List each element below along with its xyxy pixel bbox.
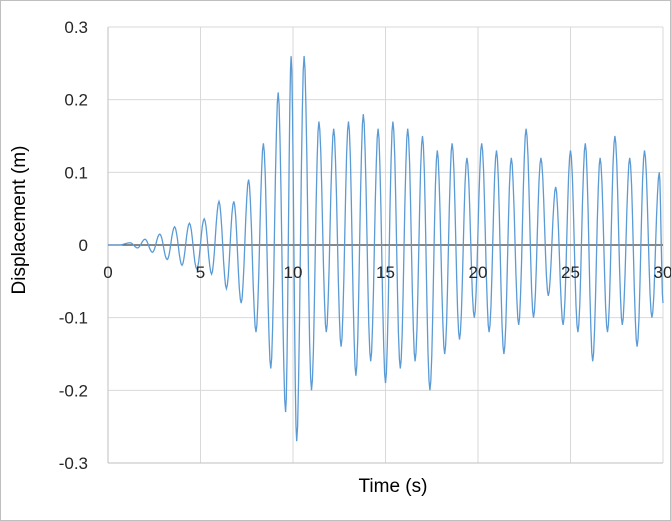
x-tick-label: 10 xyxy=(284,263,303,282)
y-tick-label: 0.2 xyxy=(64,91,88,110)
x-axis-title: Time (s) xyxy=(359,476,428,497)
displacement-series-line xyxy=(108,56,664,442)
y-tick-label: 0 xyxy=(79,236,88,255)
x-tick-labels: 0 5 10 15 20 25 30 xyxy=(103,263,671,282)
y-tick-label: -0.3 xyxy=(59,454,88,473)
x-tick-label: 25 xyxy=(561,263,580,282)
y-tick-label: -0.2 xyxy=(59,381,88,400)
x-tick-label: 0 xyxy=(103,263,112,282)
y-tick-label: -0.1 xyxy=(59,309,88,328)
y-tick-label: 0.3 xyxy=(64,18,88,37)
y-tick-labels: -0.3 -0.2 -0.1 0 0.1 0.2 0.3 xyxy=(59,18,88,473)
x-tick-label: 5 xyxy=(196,263,205,282)
y-tick-label: 0.1 xyxy=(64,163,88,182)
x-tick-label: 30 xyxy=(654,263,671,282)
y-axis-title: Displacement (m) xyxy=(9,146,30,295)
x-tick-label: 15 xyxy=(376,263,395,282)
x-tick-label: 20 xyxy=(469,263,488,282)
